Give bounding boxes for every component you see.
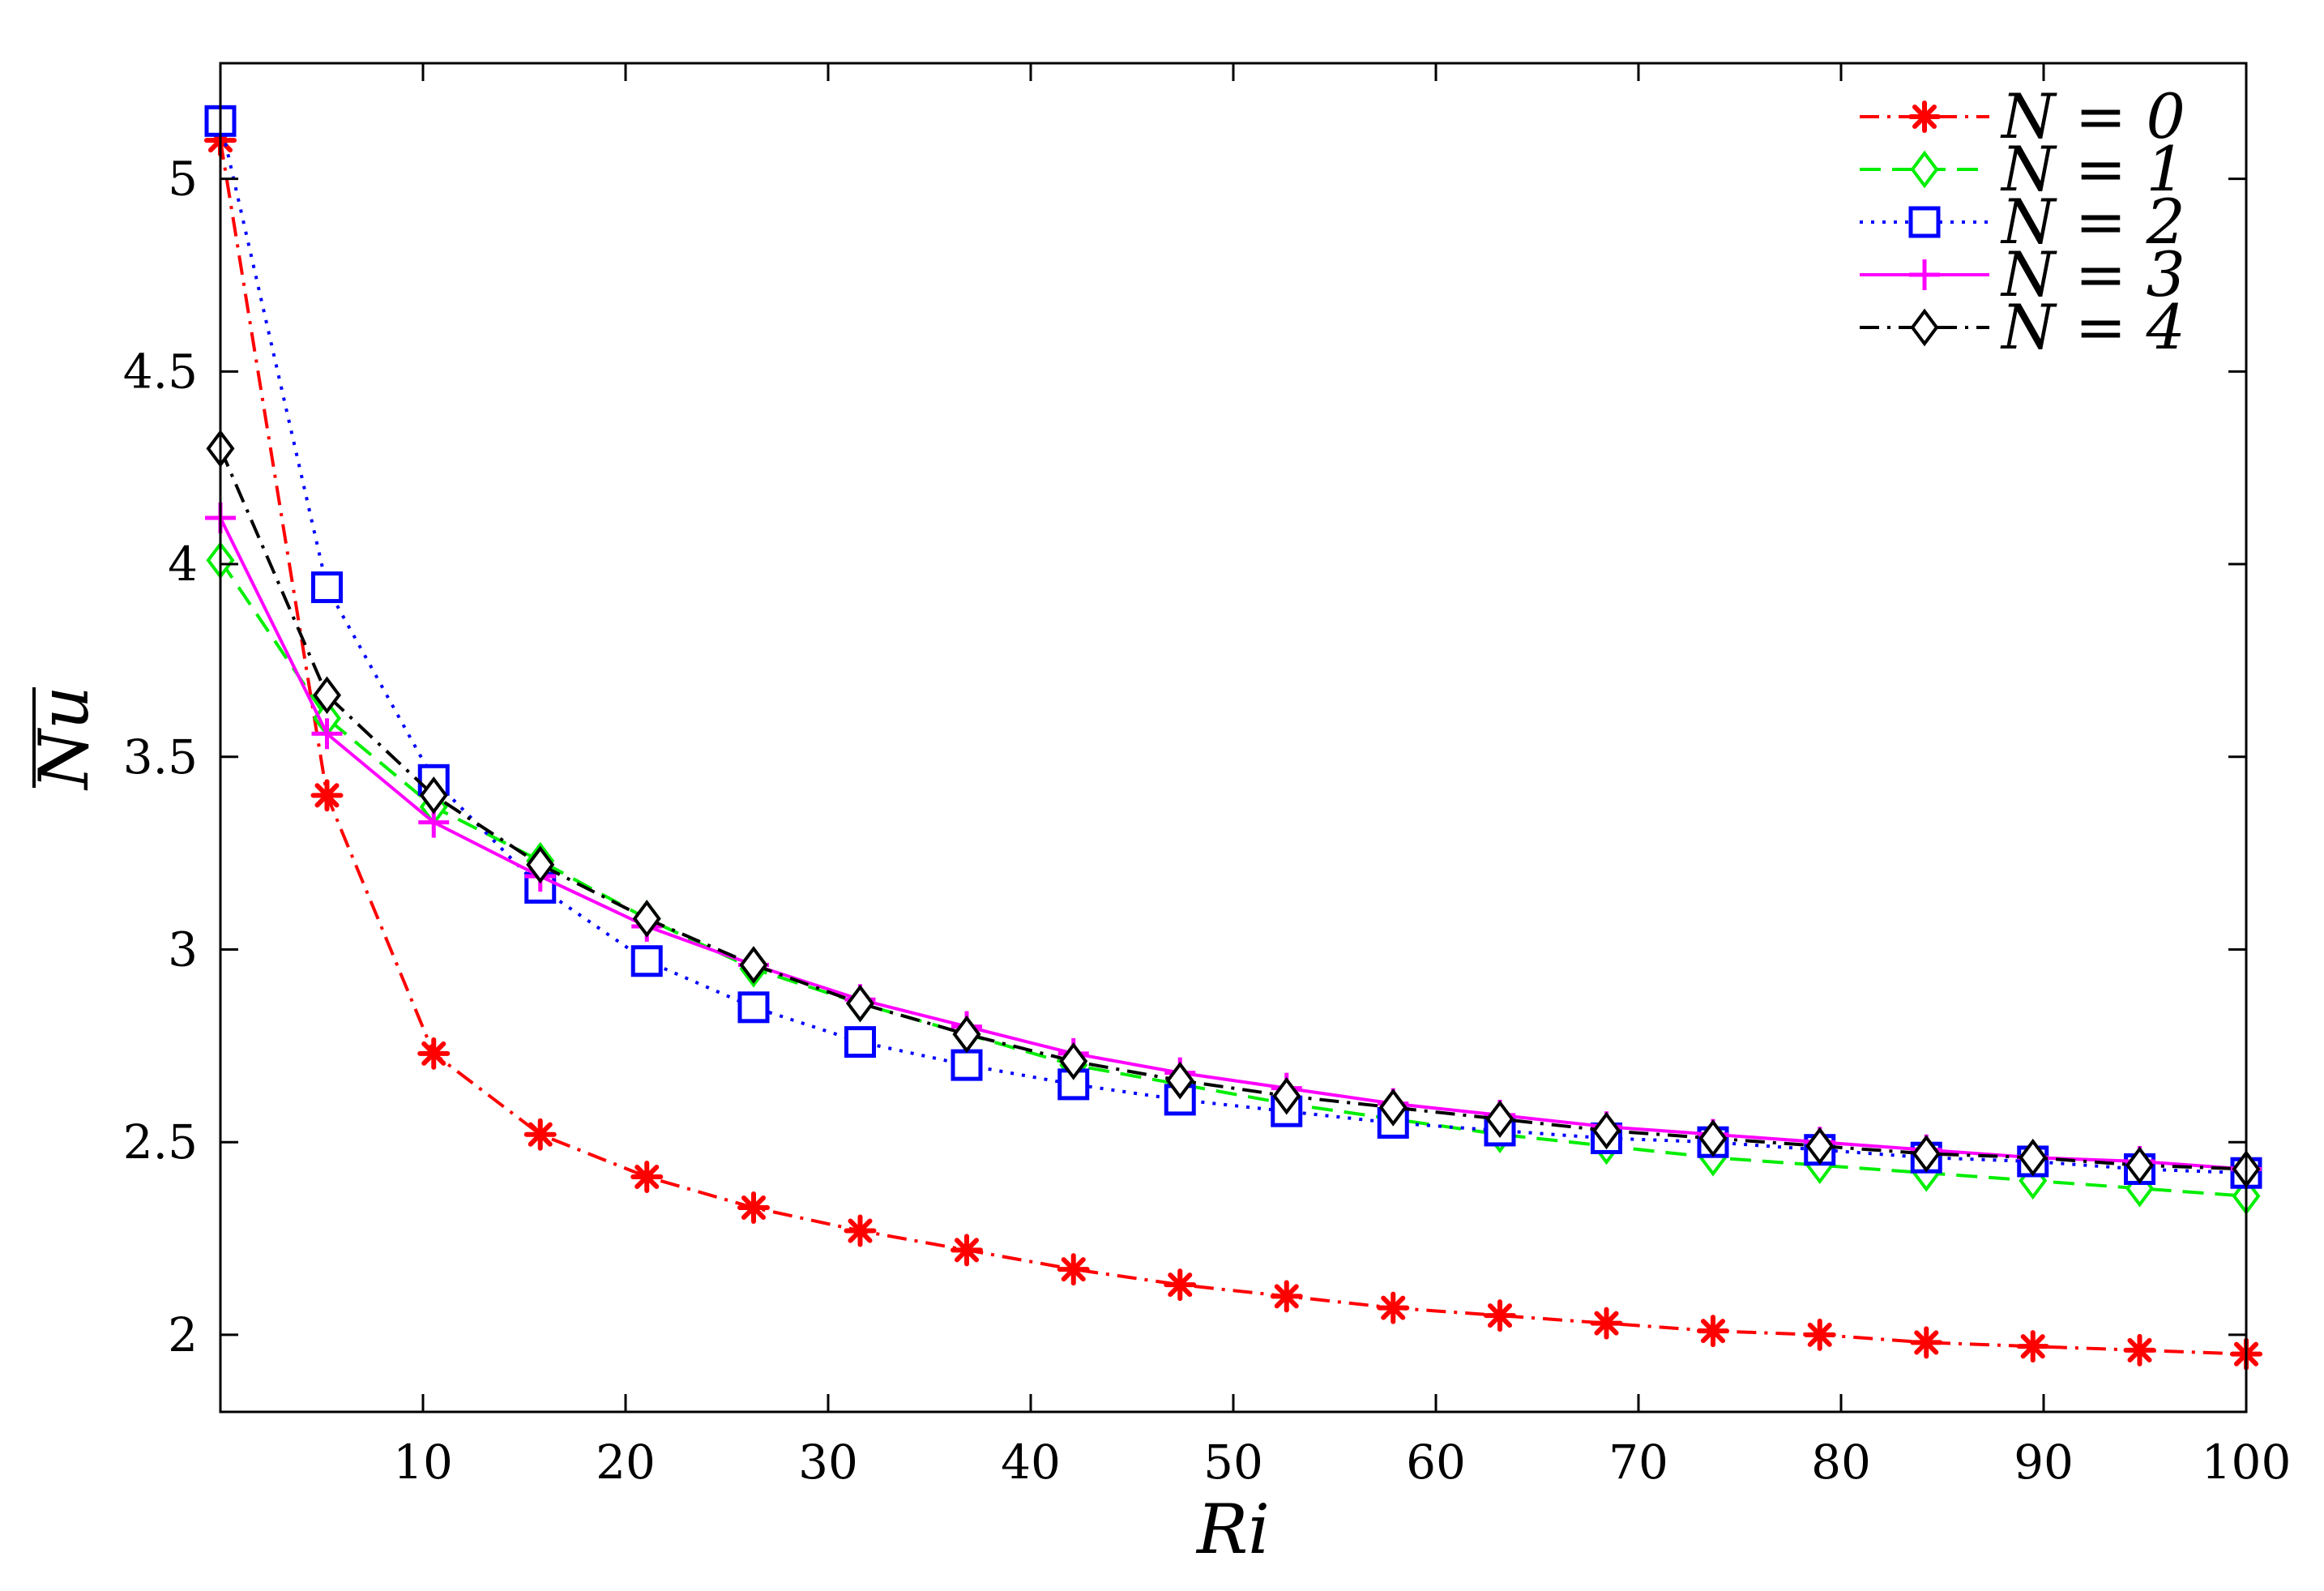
x-axis-title: Ri	[1195, 1490, 1270, 1569]
series-0-point-18	[2123, 1333, 2156, 1366]
y-axis-title: Nu	[24, 686, 104, 791]
series-0-point-7	[951, 1234, 983, 1267]
x-tick-label-5: 60	[1406, 1435, 1466, 1490]
x-tick-label-4: 50	[1203, 1435, 1263, 1490]
x-tick-label-6: 70	[1608, 1435, 1668, 1490]
series-0-point-14	[1697, 1315, 1729, 1348]
legend-item-1: N = 1	[1860, 133, 2185, 205]
legend-label-3: N = 3	[2000, 238, 2185, 310]
series-2-point-1	[311, 571, 343, 604]
y-tick-label-6: 5	[168, 152, 198, 207]
series-2-point-5	[737, 991, 770, 1024]
series-4-point-1	[313, 676, 341, 715]
series-4-point-10	[1272, 1076, 1301, 1115]
series-4-point-4	[632, 900, 661, 938]
x-tick-label-7: 80	[1811, 1435, 1871, 1490]
series-4-point-5	[739, 946, 768, 984]
x-tick-label-1: 20	[596, 1435, 656, 1490]
legend: N = 0N = 1N = 2N = 3N = 4	[1860, 80, 2185, 363]
y-tick-label-2: 3	[168, 922, 198, 977]
y-tick-label-4: 4	[168, 537, 198, 592]
series-line-3	[219, 517, 2247, 1171]
series-4-point-8	[1059, 1042, 1088, 1080]
series-4	[206, 430, 2261, 1188]
series-0-point-9	[1164, 1268, 1197, 1302]
series-4-point-7	[952, 1015, 981, 1054]
series-4-point-11	[1378, 1088, 1408, 1127]
legend-item-2: N = 2	[1860, 186, 2185, 258]
series-4-point-13	[1592, 1111, 1621, 1150]
legend-label-4: N = 4	[2000, 291, 2185, 363]
legend-marker-0	[1908, 101, 1941, 133]
axis-labels: 10 20 30 40 50 60 70 80 90 100 2 2.5 3 3.5 4 4.5 5 Ri Nu	[24, 152, 2291, 1569]
series-2-point-8	[1057, 1068, 1090, 1101]
y-tick-label-1: 2.5	[123, 1114, 198, 1170]
series-line-0	[219, 139, 2247, 1356]
series-4-point-6	[846, 984, 874, 1023]
series-1	[206, 541, 2261, 1216]
series-4-point-9	[1165, 1061, 1194, 1100]
series-0-point-2	[417, 1037, 451, 1070]
series-0-point-6	[844, 1214, 877, 1247]
series-4-point-18	[2125, 1146, 2154, 1185]
series-0-point-4	[630, 1160, 664, 1193]
plot-area-frame	[219, 62, 2248, 1414]
series-0	[204, 124, 2262, 1371]
legend-item-4: N = 4	[1860, 291, 2185, 363]
series-3-point-1	[311, 718, 343, 750]
x-tick-label-8: 90	[2014, 1435, 2074, 1490]
series-4-point-14	[1698, 1119, 1728, 1157]
series-2-point-4	[630, 945, 663, 977]
series-line-4	[219, 447, 2247, 1171]
series-4-point-2	[419, 776, 448, 815]
series-4-point-17	[2019, 1138, 2048, 1177]
series-0-point-17	[2016, 1330, 2049, 1363]
y-tick-label-3: 3.5	[123, 729, 198, 785]
series-0-point-15	[1803, 1318, 1836, 1351]
y-axis-title-group: Nu	[24, 686, 104, 791]
axis-ticks	[220, 63, 2248, 1412]
series-4-point-15	[1805, 1127, 1835, 1165]
legend-label-0: N = 0	[2000, 80, 2185, 152]
y-tick-label-5: 4.5	[123, 344, 198, 399]
series-0-point-3	[523, 1118, 557, 1151]
series-0-point-10	[1270, 1280, 1303, 1313]
series-2-point-7	[951, 1049, 983, 1081]
series-0-point-12	[1484, 1299, 1516, 1332]
series-4-point-16	[1912, 1135, 1941, 1173]
series-line-1	[219, 559, 2247, 1198]
series-0-point-13	[1590, 1307, 1623, 1340]
series-0-point-8	[1057, 1253, 1090, 1286]
series-2-point-6	[844, 1026, 876, 1059]
legend-marker-4	[1910, 308, 1939, 347]
x-tick-label-3: 40	[1001, 1435, 1061, 1490]
series-3	[205, 503, 2262, 1185]
legend-label-2: N = 2	[2000, 186, 2185, 258]
y-tick-label-0: 2	[168, 1307, 198, 1362]
legend-label-1: N = 1	[2000, 133, 2185, 205]
series-line-2	[219, 120, 2247, 1175]
legend-marker-2	[1908, 206, 1941, 238]
series-2	[204, 105, 2262, 1189]
series-0-point-1	[310, 779, 344, 812]
series-0-point-11	[1377, 1291, 1410, 1324]
legend-item-3: N = 3	[1860, 238, 2185, 310]
series-layer	[204, 105, 2262, 1371]
x-tick-label-2: 30	[798, 1435, 858, 1490]
x-tick-label-0: 10	[393, 1435, 453, 1490]
legend-marker-3	[1909, 259, 1940, 290]
series-0-point-5	[737, 1191, 770, 1225]
series-4-point-12	[1485, 1100, 1514, 1139]
series-4-point-3	[526, 845, 555, 884]
legend-marker-1	[1910, 150, 1939, 189]
legend-item-0: N = 0	[1860, 80, 2185, 152]
x-tick-label-9: 100	[2202, 1435, 2292, 1490]
series-0-point-16	[1910, 1326, 1943, 1359]
